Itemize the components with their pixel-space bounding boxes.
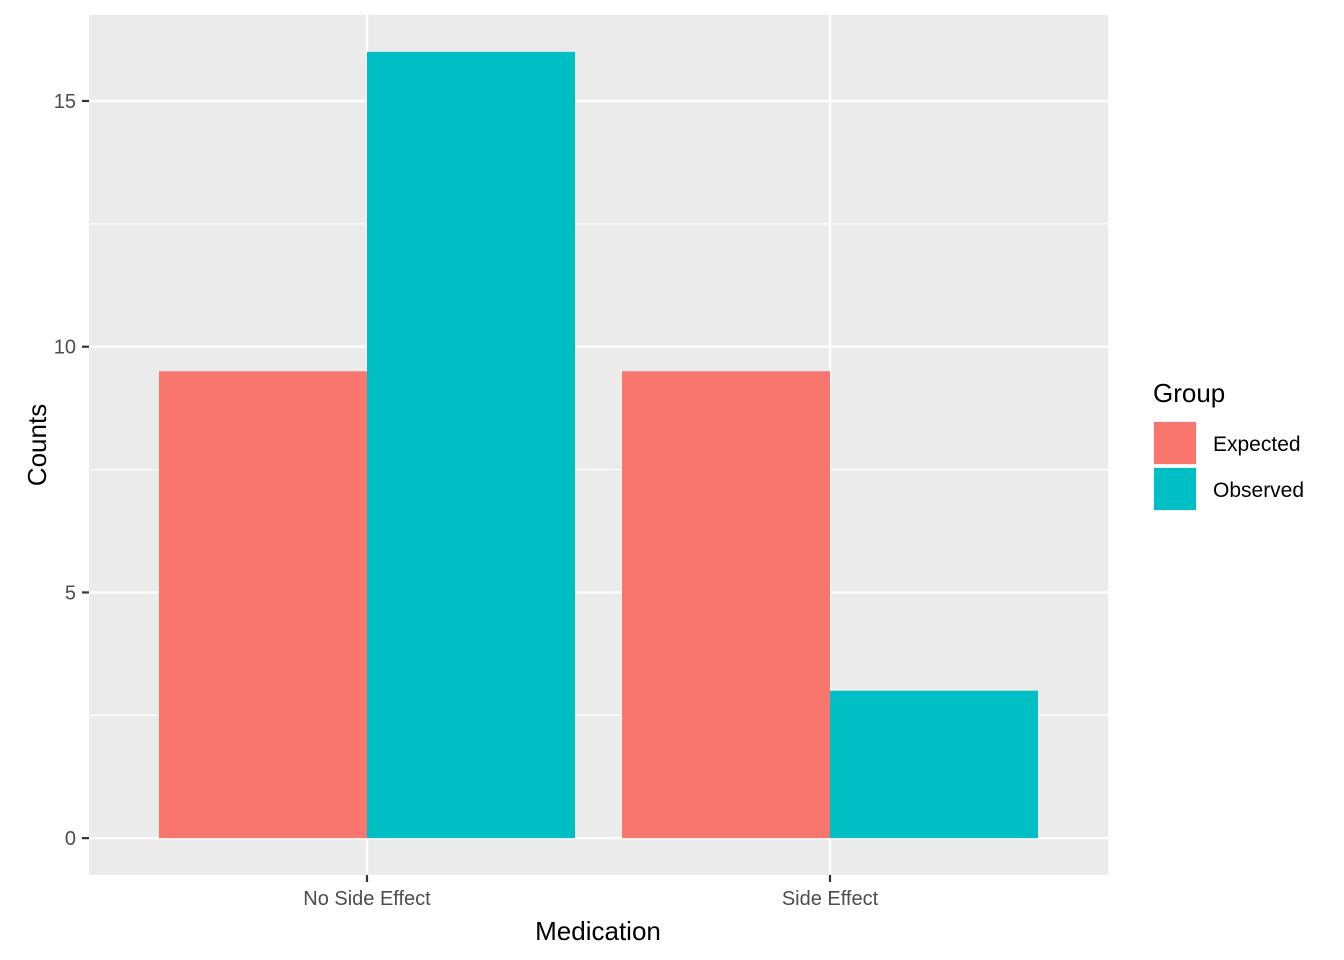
y-tick-label: 15: [54, 91, 76, 113]
legend: Group Expected Observed: [1153, 378, 1304, 511]
x-axis-title: Medication: [535, 916, 661, 946]
legend-label-observed: Observed: [1213, 479, 1304, 502]
legend-title: Group: [1153, 378, 1225, 408]
legend-key-expected: [1154, 422, 1196, 464]
bar-observed-2: [830, 690, 1038, 839]
legend-key-observed: [1154, 468, 1196, 510]
axes: 0 5 10 15 No Side Effect Side Effect: [54, 91, 879, 910]
y-tick-label: 5: [65, 582, 76, 604]
y-tick-label: 10: [54, 337, 76, 359]
y-axis-title: Counts: [22, 404, 52, 486]
y-tick-label: 0: [65, 828, 76, 850]
bars: [159, 51, 1038, 839]
bar-expected-2: [622, 371, 830, 839]
x-tick-label: Side Effect: [782, 888, 879, 910]
bar-observed-1: [367, 51, 575, 839]
bar-expected-1: [159, 371, 367, 839]
legend-label-expected: Expected: [1213, 433, 1301, 456]
x-tick-label: No Side Effect: [303, 888, 431, 910]
